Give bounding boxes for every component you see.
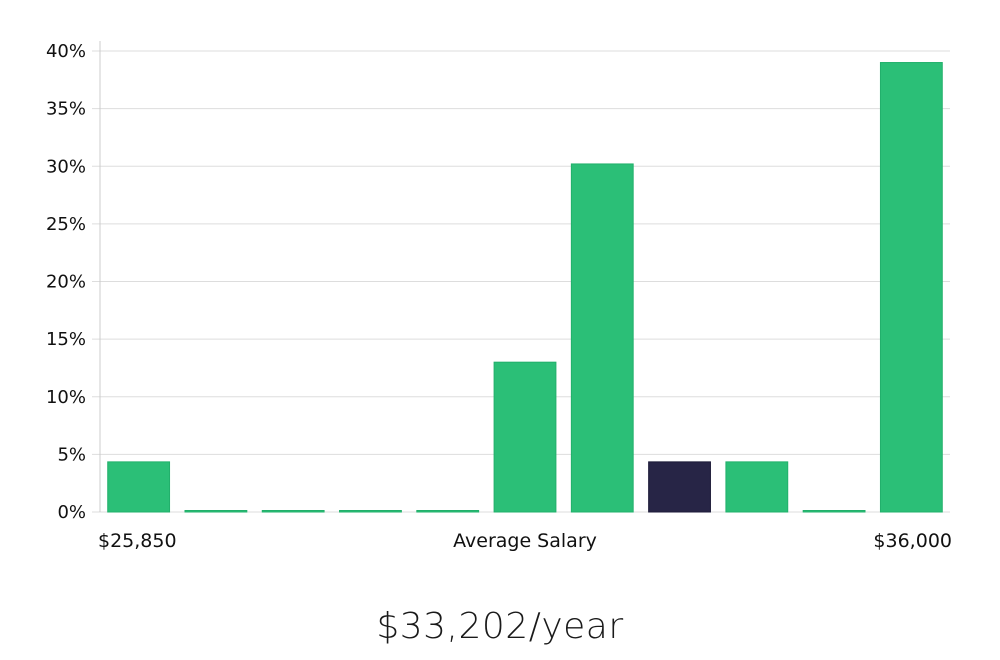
y-tick-label: 35% [46,99,86,120]
y-tick-label: 40% [46,41,86,62]
bar [339,510,402,513]
y-tick-label: 0% [57,502,86,523]
bar [184,510,248,513]
average-salary-caption: $33,202/year [376,606,624,647]
y-tick-label: 10% [46,387,86,408]
bar [493,361,557,513]
bar-average-salary [648,461,711,513]
y-tick-label: 15% [46,329,86,350]
bar [416,510,480,513]
y-tick-label: 20% [46,272,86,293]
y-axis-ticks: 0% 5% 10% 15% 20% 25% 30% 35% 40% [46,41,86,523]
bar [261,510,325,513]
bar [879,62,943,513]
y-tick-label: 30% [46,156,86,177]
x-label-center: Average Salary [453,530,597,552]
bar [107,461,171,513]
bar [725,461,789,513]
y-tick-label: 5% [57,444,86,465]
y-tick-label: 25% [46,214,86,235]
grid-lines [92,41,950,513]
salary-histogram: 0% 5% 10% 15% 20% 25% 30% 35% 40% $25,850 Averag… [46,41,952,552]
x-label-max: $36,000 [873,530,952,552]
x-label-min: $25,850 [98,530,177,552]
bar [802,510,866,513]
bars [107,62,943,513]
bar [570,163,634,513]
